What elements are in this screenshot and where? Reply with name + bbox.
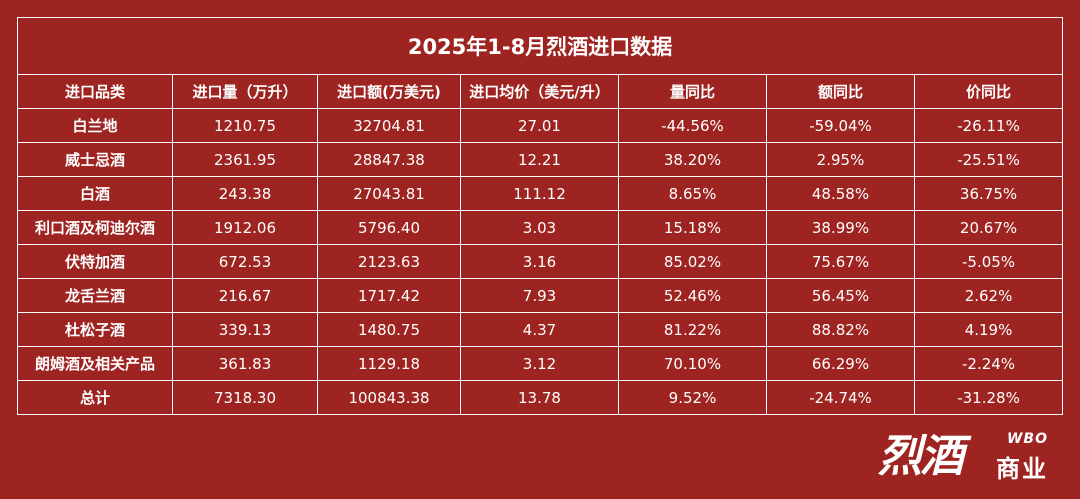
amount-yoy-cell: 38.99% [766,210,915,245]
volume-yoy-cell: 52.46% [618,278,767,313]
price-yoy-cell: 4.19% [913,312,1064,347]
header-row: 进口品类 进口量（万升） 进口额(万美元) 进口均价（美元/升） 量同比 额同比… [17,74,1064,109]
price-yoy-cell: -31.28% [913,380,1064,415]
volume-cell: 1210.75 [172,108,318,143]
table-row: 白兰地 1210.75 32704.81 27.01 -44.56% -59.0… [17,108,1064,143]
amount-cell: 100843.38 [317,380,461,415]
volume-cell: 339.13 [172,312,318,347]
header-amount-yoy: 额同比 [766,74,915,109]
avg-price-cell: 3.12 [460,346,619,381]
amount-cell: 5796.40 [317,210,461,245]
price-yoy-cell: -26.11% [913,108,1064,143]
table-row: 朗姆酒及相关产品 361.83 1129.18 3.12 70.10% 66.2… [17,346,1064,381]
category-cell: 白酒 [17,176,173,211]
amount-yoy-cell: 88.82% [766,312,915,347]
avg-price-cell: 111.12 [460,176,619,211]
category-cell: 伏特加酒 [17,244,173,279]
category-cell: 龙舌兰酒 [17,278,173,313]
category-cell: 总计 [17,380,173,415]
category-cell: 白兰地 [17,108,173,143]
brand-latin: WBO [1006,431,1048,447]
volume-yoy-cell: 15.18% [618,210,767,245]
category-cell: 杜松子酒 [17,312,173,347]
avg-price-cell: 27.01 [460,108,619,143]
amount-yoy-cell: 56.45% [766,278,915,313]
volume-yoy-cell: 70.10% [618,346,767,381]
table-row: 利口酒及柯迪尔酒 1912.06 5796.40 3.03 15.18% 38.… [17,210,1064,245]
volume-yoy-cell: 8.65% [618,176,767,211]
amount-yoy-cell: -24.74% [766,380,915,415]
header-volume-yoy: 量同比 [618,74,767,109]
volume-yoy-cell: 81.22% [618,312,767,347]
import-data-table: 2025年1-8月烈酒进口数据 进口品类 进口量（万升） 进口额(万美元) 进口… [16,17,1064,415]
table-row: 威士忌酒 2361.95 28847.38 12.21 38.20% 2.95%… [17,142,1064,177]
amount-yoy-cell: 66.29% [766,346,915,381]
avg-price-cell: 4.37 [460,312,619,347]
avg-price-cell: 3.16 [460,244,619,279]
table-title: 2025年1-8月烈酒进口数据 [16,17,1064,75]
volume-cell: 1912.06 [172,210,318,245]
price-yoy-cell: 2.62% [913,278,1064,313]
volume-cell: 243.38 [172,176,318,211]
header-price-yoy: 价同比 [913,74,1064,109]
amount-cell: 32704.81 [317,108,461,143]
header-avg-price: 进口均价（美元/升） [460,74,619,109]
category-cell: 朗姆酒及相关产品 [17,346,173,381]
amount-cell: 2123.63 [317,244,461,279]
total-row: 总计 7318.30 100843.38 13.78 9.52% -24.74%… [17,380,1064,415]
volume-yoy-cell: -44.56% [618,108,767,143]
avg-price-cell: 3.03 [460,210,619,245]
brand-logo: 烈酒 WBO 商业 [878,429,1050,484]
table-row: 龙舌兰酒 216.67 1717.42 7.93 52.46% 56.45% 2… [17,278,1064,313]
amount-yoy-cell: 75.67% [766,244,915,279]
volume-yoy-cell: 9.52% [618,380,767,415]
price-yoy-cell: -2.24% [913,346,1064,381]
price-yoy-cell: 36.75% [913,176,1064,211]
header-category: 进口品类 [17,74,173,109]
volume-yoy-cell: 38.20% [618,142,767,177]
table-row: 白酒 243.38 27043.81 111.12 8.65% 48.58% 3… [17,176,1064,211]
price-yoy-cell: -5.05% [913,244,1064,279]
brand-name: 烈酒 [878,431,964,482]
avg-price-cell: 13.78 [460,380,619,415]
category-cell: 威士忌酒 [17,142,173,177]
price-yoy-cell: -25.51% [913,142,1064,177]
amount-yoy-cell: -59.04% [766,108,915,143]
title-row: 2025年1-8月烈酒进口数据 [16,17,1064,75]
amount-cell: 27043.81 [317,176,461,211]
volume-cell: 2361.95 [172,142,318,177]
volume-cell: 216.67 [172,278,318,313]
header-volume: 进口量（万升） [172,74,318,109]
amount-cell: 28847.38 [317,142,461,177]
volume-cell: 7318.30 [172,380,318,415]
amount-cell: 1129.18 [317,346,461,381]
avg-price-cell: 7.93 [460,278,619,313]
volume-cell: 672.53 [172,244,318,279]
table-row: 杜松子酒 339.13 1480.75 4.37 81.22% 88.82% 4… [17,312,1064,347]
table-row: 伏特加酒 672.53 2123.63 3.16 85.02% 75.67% -… [17,244,1064,279]
amount-cell: 1717.42 [317,278,461,313]
brand-sub: 商业 [996,455,1048,483]
category-cell: 利口酒及柯迪尔酒 [17,210,173,245]
amount-yoy-cell: 2.95% [766,142,915,177]
avg-price-cell: 12.21 [460,142,619,177]
volume-cell: 361.83 [172,346,318,381]
amount-yoy-cell: 48.58% [766,176,915,211]
volume-yoy-cell: 85.02% [618,244,767,279]
price-yoy-cell: 20.67% [913,210,1064,245]
header-amount: 进口额(万美元) [317,74,461,109]
amount-cell: 1480.75 [317,312,461,347]
